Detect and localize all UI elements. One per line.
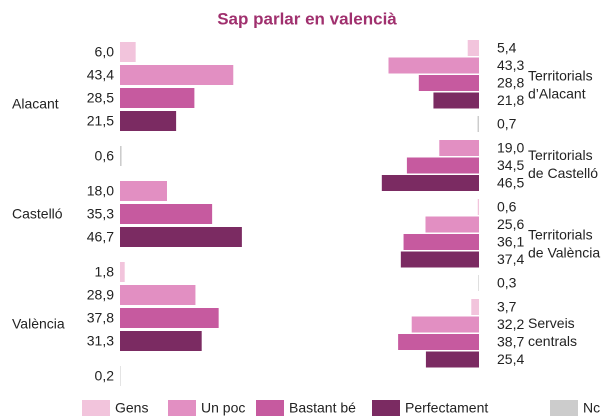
value-label: 0,2 (95, 368, 115, 384)
legend-swatch (550, 400, 578, 416)
bar (120, 308, 219, 328)
category-label: Alacant (12, 96, 59, 112)
bar (418, 75, 479, 91)
bar (120, 42, 136, 62)
legend-label: Bastant bé (289, 400, 356, 416)
bar (120, 88, 195, 108)
bar (381, 175, 479, 191)
bar (120, 181, 167, 201)
category-label: València (12, 316, 65, 332)
bar (388, 57, 479, 74)
bar (120, 262, 125, 282)
value-label: 43,3 (497, 57, 524, 73)
bar (398, 334, 479, 350)
category-label: de Castelló (528, 165, 598, 181)
value-label: 6,0 (95, 44, 115, 60)
bar (403, 234, 479, 250)
bar (425, 351, 479, 368)
value-label: 5,4 (497, 40, 517, 56)
value-label: 28,9 (87, 287, 114, 303)
bar (120, 366, 121, 386)
legend-label: Gens (115, 400, 148, 416)
legend-swatch (168, 400, 196, 416)
bar (120, 111, 177, 131)
bar (478, 275, 479, 291)
value-label: 34,5 (497, 157, 524, 173)
category-label: centrals (528, 333, 577, 349)
chart-title: Sap parlar en valencià (217, 9, 397, 28)
bar (406, 157, 479, 174)
bar (120, 204, 213, 224)
value-label: 0,3 (497, 275, 517, 291)
bar (411, 316, 479, 333)
legend-swatch (82, 400, 110, 416)
category-label: Territorials (528, 227, 593, 243)
bar (120, 146, 122, 166)
legend-swatch (256, 400, 284, 416)
bar (120, 65, 234, 85)
bar (477, 199, 479, 215)
value-label: 21,5 (87, 113, 114, 129)
value-label: 37,8 (87, 310, 114, 326)
category-label: Serveis (528, 315, 575, 331)
bar (120, 285, 196, 305)
value-label: 28,5 (87, 90, 114, 106)
legend-label: Nc (583, 400, 600, 416)
value-label: 36,1 (497, 234, 524, 250)
value-label: 0,6 (95, 148, 115, 164)
value-label: 28,8 (497, 75, 524, 91)
value-label: 18,0 (87, 183, 114, 199)
value-label: 25,6 (497, 216, 524, 232)
bar (425, 216, 479, 233)
value-label: 32,2 (497, 316, 524, 332)
category-label: Territorials (528, 147, 593, 163)
bar (120, 331, 202, 351)
category-label: Territorials (528, 68, 593, 84)
bar (433, 92, 479, 109)
value-label: 0,6 (497, 199, 517, 215)
bar (467, 40, 479, 56)
legend-label: Perfectament (405, 400, 488, 416)
bar (477, 116, 479, 132)
value-label: 25,4 (497, 351, 524, 367)
value-label: 19,0 (497, 140, 524, 156)
value-label: 1,8 (95, 264, 115, 280)
legend-label: Un poc (201, 400, 245, 416)
value-label: 43,4 (87, 67, 114, 83)
value-label: 37,4 (497, 251, 524, 267)
value-label: 46,7 (87, 229, 114, 245)
category-label: de València (528, 245, 600, 261)
bar (471, 299, 479, 315)
value-label: 31,3 (87, 333, 114, 349)
value-label: 3,7 (497, 299, 517, 315)
bar (120, 227, 242, 247)
value-label: 21,8 (497, 92, 524, 108)
category-label: Castelló (12, 206, 63, 222)
value-label: 0,7 (497, 116, 517, 132)
value-label: 46,5 (497, 175, 524, 191)
legend-swatch (372, 400, 400, 416)
bar (400, 251, 479, 268)
bar (439, 140, 479, 156)
category-label: d’Alacant (528, 86, 586, 102)
value-label: 35,3 (87, 206, 114, 222)
value-label: 38,7 (497, 334, 524, 350)
